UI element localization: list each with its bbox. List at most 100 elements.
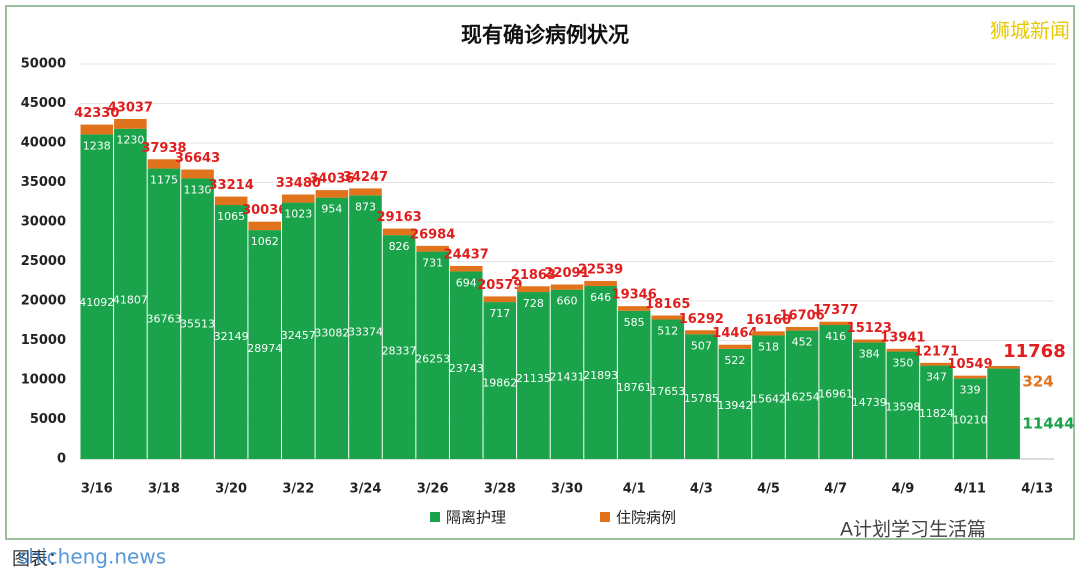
x-tick-label: 4/9 — [891, 482, 914, 497]
total-label: 26984 — [410, 227, 455, 242]
bar-segment — [449, 265, 483, 272]
bar-segment — [953, 378, 987, 459]
y-tick-label: 50000 — [21, 57, 66, 72]
value-label: 32149 — [214, 330, 249, 343]
value-label: 1238 — [83, 139, 111, 152]
watermark: 狮城新闻 — [990, 19, 1070, 43]
bar-segment — [214, 205, 248, 459]
bar-segment — [584, 280, 617, 287]
bar-segment — [752, 331, 785, 336]
bar-segment — [685, 334, 718, 459]
bar-segment — [449, 271, 483, 459]
bar-segment — [718, 348, 752, 459]
y-tick-label: 40000 — [21, 136, 66, 151]
bar-segment — [987, 368, 1020, 459]
bar-segment — [80, 134, 114, 459]
value-label: 1062 — [251, 235, 279, 248]
bar-segment — [382, 235, 416, 459]
value-label: 35513 — [180, 317, 215, 330]
bar-segment — [886, 348, 920, 352]
total-label: 19346 — [612, 288, 657, 303]
value-label: 416 — [825, 330, 846, 343]
bar-segment — [718, 344, 752, 349]
x-tick-label: 4/13 — [1021, 482, 1053, 497]
value-label: 15785 — [684, 392, 719, 405]
bar-segment — [416, 245, 449, 252]
total-label: 12171 — [914, 344, 959, 359]
value-label: 1065 — [217, 210, 245, 223]
bar-segment — [80, 124, 114, 135]
value-label: 41807 — [113, 293, 148, 306]
bar-segment — [382, 228, 416, 236]
bar-segment — [920, 365, 953, 459]
value-label: 1130 — [184, 183, 212, 196]
x-tick-label: 3/30 — [551, 482, 583, 497]
value-label: 512 — [657, 325, 678, 338]
total-label: 29163 — [376, 210, 421, 225]
value-label: 36763 — [146, 313, 181, 326]
value-label: 17653 — [650, 385, 685, 398]
value-label: 694 — [456, 276, 477, 289]
y-tick-label: 30000 — [21, 215, 66, 230]
bar-segment — [517, 292, 550, 459]
bar-segment — [685, 330, 718, 335]
bar-segment — [819, 325, 852, 459]
y-tick-label: 35000 — [21, 175, 66, 190]
value-label: 26253 — [415, 352, 450, 365]
x-tick-label: 4/5 — [757, 482, 780, 497]
bar-segment — [315, 190, 349, 198]
source-note: 图表： — [12, 549, 66, 570]
x-tick-label: 3/18 — [148, 482, 180, 497]
value-label: 14739 — [852, 396, 887, 409]
account: A计划学习生活篇 — [840, 519, 986, 541]
y-tick-label: 45000 — [21, 96, 66, 111]
value-label: 1230 — [116, 134, 144, 147]
bar-segment — [517, 286, 550, 293]
value-label: 522 — [724, 354, 745, 367]
total-label: 24437 — [444, 247, 489, 262]
total-label: 33480 — [276, 176, 321, 191]
bar-segment — [114, 119, 147, 129]
total-label: 30036 — [242, 203, 287, 218]
value-label: 585 — [624, 316, 645, 329]
site: shicheng.news — [18, 545, 166, 569]
x-tick-label: 4/1 — [623, 482, 646, 497]
bar-segment — [181, 178, 214, 459]
x-tick-label: 4/11 — [954, 482, 986, 497]
total-label: 16706 — [779, 309, 824, 324]
value-label: 18761 — [617, 381, 652, 394]
bar-segment — [651, 315, 685, 320]
value-label: 28974 — [247, 342, 282, 355]
total-label: 43037 — [108, 101, 153, 116]
value-label: 347 — [926, 371, 947, 384]
bar-segment — [483, 296, 517, 303]
value-label: 11824 — [919, 407, 954, 420]
x-tick-label: 4/7 — [824, 482, 847, 497]
total-label: 42330 — [74, 106, 119, 121]
bar-segment — [617, 306, 651, 311]
value-label: 13942 — [717, 399, 752, 412]
bar-segment — [987, 366, 1020, 369]
legend-label: 住院病例 — [616, 509, 676, 527]
bar-segment — [248, 230, 282, 459]
bar-segment — [819, 321, 852, 326]
total-label: 33214 — [209, 178, 254, 193]
value-label: 728 — [523, 297, 544, 310]
bar-segment — [147, 159, 181, 169]
bar-segment — [315, 197, 349, 459]
bar-segment — [483, 302, 517, 459]
total-label: 36643 — [175, 151, 220, 166]
bar-segment — [886, 351, 920, 459]
bar-segment — [920, 362, 953, 366]
x-tick-label: 3/26 — [417, 482, 449, 497]
value-label: 954 — [321, 203, 342, 216]
bar-segment — [617, 310, 651, 459]
value-label: 21431 — [550, 371, 585, 384]
value-label: 16254 — [785, 390, 820, 403]
bar-segment — [248, 221, 282, 231]
total-label: 17377 — [813, 303, 858, 318]
value-label: 731 — [422, 257, 443, 270]
value-label: 41092 — [79, 296, 114, 309]
bar-segment — [953, 375, 987, 379]
legend-label: 隔离护理 — [446, 509, 506, 527]
